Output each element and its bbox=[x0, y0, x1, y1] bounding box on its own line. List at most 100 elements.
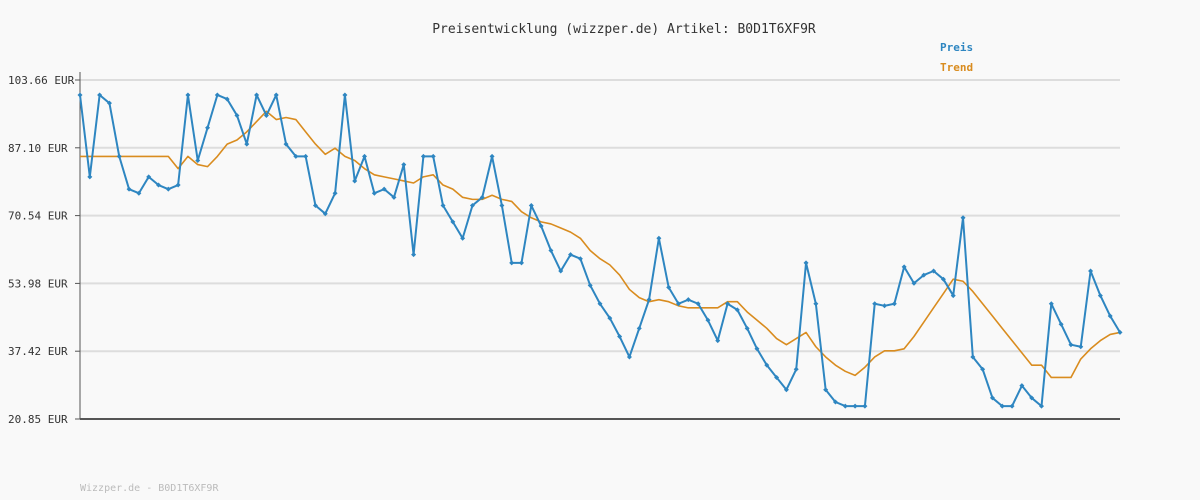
data-point bbox=[685, 297, 691, 303]
y-tick-label: 53.98 EUR bbox=[8, 277, 68, 290]
data-point bbox=[921, 272, 927, 278]
data-point bbox=[626, 354, 632, 360]
data-point bbox=[960, 215, 966, 221]
data-point bbox=[371, 190, 377, 196]
data-point bbox=[362, 153, 368, 159]
data-point bbox=[980, 366, 986, 372]
data-point bbox=[224, 96, 230, 102]
data-point bbox=[1068, 342, 1074, 348]
legend-trend: Trend bbox=[940, 61, 973, 74]
data-point bbox=[1117, 329, 1123, 335]
data-point bbox=[911, 280, 917, 286]
data-point bbox=[1029, 395, 1035, 401]
data-point bbox=[106, 100, 112, 106]
data-point bbox=[97, 92, 103, 98]
data-point bbox=[244, 141, 250, 147]
data-point bbox=[411, 252, 417, 258]
series-line-preis bbox=[79, 93, 1121, 408]
series-line-trend bbox=[80, 110, 1121, 379]
data-point bbox=[342, 92, 348, 98]
data-point bbox=[548, 248, 554, 254]
data-point bbox=[391, 194, 397, 200]
data-point bbox=[283, 141, 289, 147]
data-point bbox=[725, 301, 731, 307]
data-point bbox=[126, 186, 132, 192]
data-point bbox=[832, 399, 838, 405]
chart-title: Preisentwicklung (wizzper.de) Artikel: B… bbox=[432, 22, 816, 37]
data-point bbox=[303, 153, 309, 159]
data-point bbox=[1039, 403, 1045, 409]
data-point bbox=[175, 182, 181, 188]
data-point bbox=[636, 325, 642, 331]
data-point bbox=[695, 301, 701, 307]
data-point bbox=[381, 186, 387, 192]
data-point bbox=[116, 153, 122, 159]
y-tick-label: 87.10 EUR bbox=[8, 142, 68, 155]
data-point bbox=[558, 268, 564, 274]
data-point bbox=[882, 303, 888, 309]
data-point bbox=[312, 203, 318, 209]
data-point bbox=[479, 194, 485, 200]
data-point bbox=[528, 203, 534, 209]
data-point bbox=[568, 252, 574, 258]
data-point bbox=[1078, 344, 1084, 350]
legend: Preis Trend bbox=[940, 41, 973, 74]
data-point bbox=[263, 112, 269, 118]
data-point bbox=[940, 276, 946, 282]
data-point bbox=[538, 223, 544, 229]
data-point bbox=[214, 92, 220, 98]
data-point bbox=[646, 297, 652, 303]
footer-text: Wizzper.de - B0D1T6XF9R bbox=[80, 483, 219, 494]
data-point bbox=[774, 374, 780, 380]
data-point bbox=[87, 174, 93, 180]
data-point bbox=[499, 203, 505, 209]
data-point bbox=[587, 282, 593, 288]
data-point bbox=[577, 256, 583, 262]
data-point bbox=[430, 153, 436, 159]
data-point bbox=[420, 153, 426, 159]
data-point bbox=[1107, 313, 1113, 319]
data-point bbox=[872, 301, 878, 307]
data-point bbox=[450, 219, 456, 225]
data-point bbox=[273, 92, 279, 98]
data-point bbox=[293, 153, 299, 159]
data-point bbox=[469, 203, 475, 209]
data-point bbox=[852, 403, 858, 409]
legend-preis: Preis bbox=[940, 41, 973, 54]
data-point bbox=[901, 264, 907, 270]
data-point bbox=[195, 157, 201, 163]
data-point bbox=[989, 395, 995, 401]
data-point bbox=[617, 334, 623, 340]
data-point bbox=[754, 346, 760, 352]
data-point bbox=[352, 178, 358, 184]
data-point bbox=[842, 403, 848, 409]
data-point bbox=[234, 112, 240, 118]
data-point bbox=[793, 366, 799, 372]
data-point bbox=[136, 190, 142, 196]
y-tick-label: 37.42 EUR bbox=[8, 345, 68, 358]
data-point bbox=[1009, 403, 1015, 409]
data-point bbox=[519, 260, 525, 266]
y-tick-label: 103.66 EUR bbox=[8, 74, 75, 87]
data-point bbox=[950, 293, 956, 299]
data-point bbox=[155, 182, 161, 188]
data-point bbox=[764, 362, 770, 368]
data-point bbox=[999, 403, 1005, 409]
data-point bbox=[440, 203, 446, 209]
data-point bbox=[146, 174, 152, 180]
data-point bbox=[1048, 301, 1054, 307]
data-point bbox=[783, 387, 789, 393]
data-point bbox=[1088, 268, 1094, 274]
data-point bbox=[205, 125, 211, 131]
y-axis-ticks: 103.66 EUR 87.10 EUR 70.54 EUR 53.98 EUR 37.… bbox=[8, 74, 75, 426]
data-point bbox=[165, 186, 171, 192]
data-point bbox=[1019, 383, 1025, 389]
data-point bbox=[715, 338, 721, 344]
data-point bbox=[460, 235, 466, 241]
data-point bbox=[597, 301, 603, 307]
series-layer bbox=[77, 92, 1123, 409]
data-point bbox=[803, 260, 809, 266]
data-point bbox=[401, 162, 407, 168]
data-point bbox=[489, 153, 495, 159]
